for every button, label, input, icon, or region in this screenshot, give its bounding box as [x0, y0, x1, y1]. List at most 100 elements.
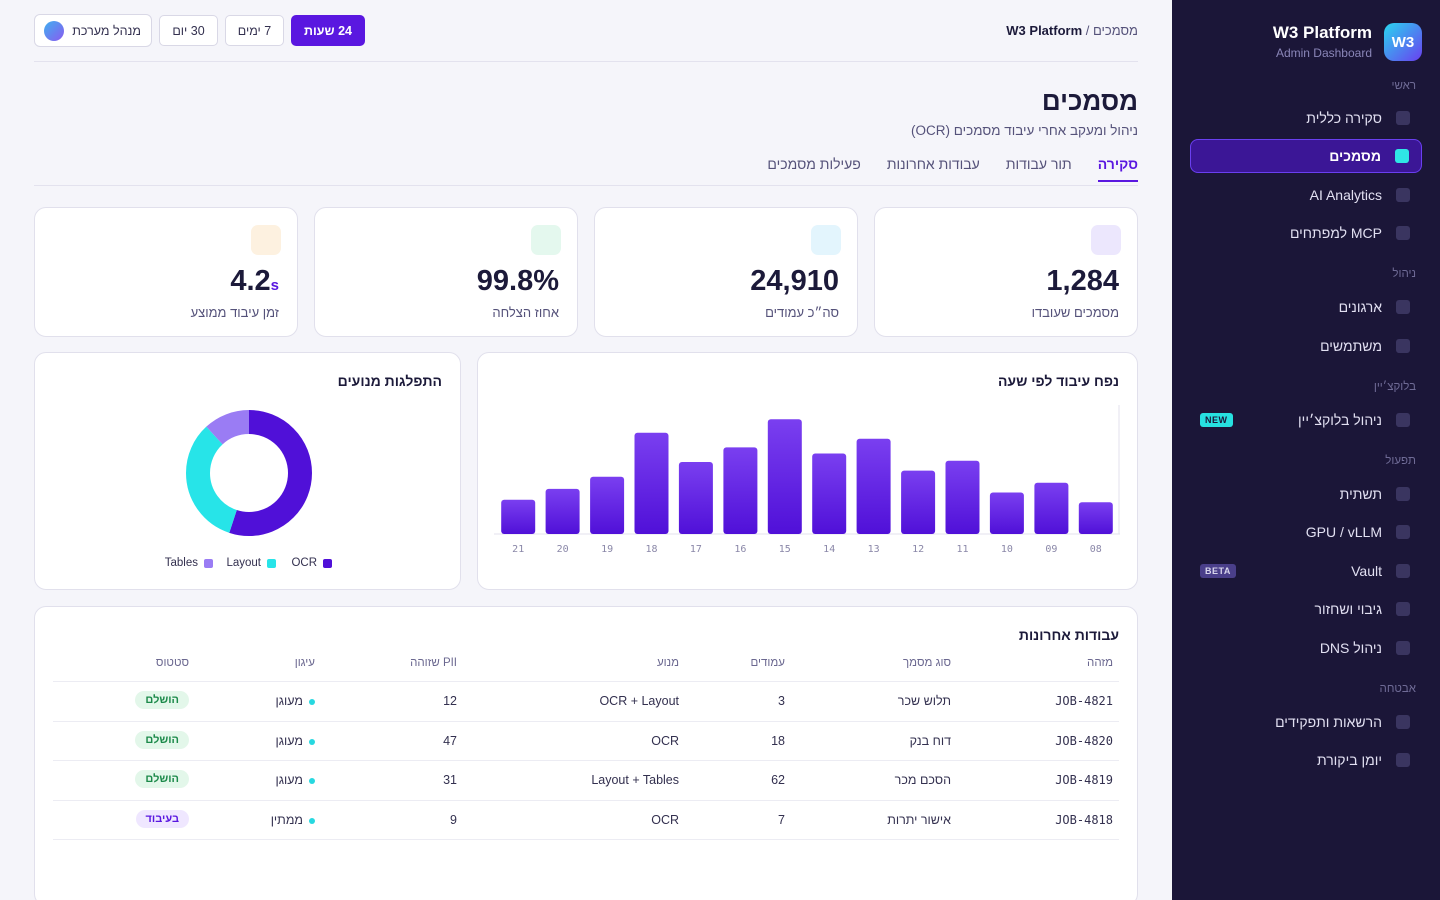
users-icon: [1396, 339, 1410, 353]
gpu-icon: [1396, 525, 1410, 539]
legend-ocr: OCR: [291, 557, 332, 569]
column-header-engine[interactable]: מנוע: [656, 657, 679, 669]
bar-09[interactable]: [1034, 482, 1069, 534]
kpi-card-success: 99.8% אחוז הצלחה: [314, 207, 578, 337]
page-count: 3: [778, 694, 785, 708]
x-tick-label: 20: [557, 544, 569, 555]
tabs-divider: [34, 185, 1138, 186]
engine: Layout + Tables: [591, 773, 679, 787]
x-tick-label: 21: [512, 544, 524, 555]
status-badge: הושלם: [135, 731, 189, 749]
pages-icon: [811, 225, 841, 255]
sidebar-item-blockchain[interactable]: ניהול בלוקצ׳יין NEW: [1190, 403, 1422, 437]
anchor-label: מעוגן: [275, 694, 303, 708]
bar-10[interactable]: [989, 492, 1024, 535]
clock-icon: [251, 225, 281, 255]
anchor-dot: [309, 738, 315, 745]
mcp-icon: [1396, 226, 1410, 240]
pii-count: 47: [443, 734, 457, 748]
bar-18[interactable]: [634, 432, 669, 534]
bar-16[interactable]: [723, 447, 758, 534]
bar-19[interactable]: [590, 476, 625, 534]
bar-12[interactable]: [901, 470, 936, 534]
donut-slice-layout[interactable]: [186, 410, 312, 536]
pii-count: 31: [443, 773, 457, 787]
sidebar-item-audit-log[interactable]: יומן ביקורת: [1190, 743, 1422, 777]
sidebar-item-vault[interactable]: Vault BETA: [1190, 554, 1422, 588]
column-header-pages[interactable]: עמודים: [750, 657, 785, 669]
column-header-id[interactable]: מזהה: [1087, 657, 1113, 669]
engine: OCR: [651, 813, 679, 827]
nav-section-security: אבטחה: [1379, 683, 1416, 695]
bar-11[interactable]: [945, 460, 980, 534]
tab-document-activity[interactable]: פעילות מסמכים: [767, 156, 861, 172]
legend-layout: Layout: [226, 557, 276, 569]
range-7d-button[interactable]: 7 ימים: [225, 15, 284, 46]
bar-14[interactable]: [812, 453, 847, 535]
bar-08[interactable]: [1078, 502, 1113, 534]
kpi-value: 24,910: [750, 265, 839, 297]
kpi-label: אחוז הצלחה: [492, 305, 559, 320]
table-row[interactable]: JOB-4819 הסכם מכר 62 Layout + Tables 31 …: [53, 760, 1119, 800]
blockchain-icon: [1396, 413, 1410, 427]
bar-20[interactable]: [545, 488, 580, 534]
column-header-pii[interactable]: PII שזוהה: [410, 657, 457, 669]
anchor-dot: [309, 698, 315, 705]
sidebar-item-label: Vault: [1351, 563, 1382, 579]
engine-distribution-title: התפלגות מנועים: [337, 373, 442, 389]
column-header-doc-type[interactable]: סוג מסמך: [903, 657, 951, 669]
bar-17[interactable]: [678, 462, 713, 534]
job-id: JOB-4818: [1055, 813, 1113, 827]
sidebar-item-documents[interactable]: מסמכים: [1190, 139, 1422, 173]
brand[interactable]: W3 W3 Platform Admin Dashboard: [1273, 23, 1422, 61]
range-24h-button[interactable]: 24 שעות: [291, 15, 365, 46]
nav-section-main: ראשי: [1391, 80, 1416, 92]
sidebar-item-label: יומן ביקורת: [1316, 752, 1382, 768]
job-id: JOB-4820: [1055, 734, 1113, 748]
anchor-label: ממתין: [270, 813, 303, 827]
engine-distribution-chart: [186, 410, 312, 536]
donut-slice-tables[interactable]: [186, 410, 312, 536]
user-menu-button[interactable]: מנהל מערכת: [34, 14, 152, 47]
tab-job-queue[interactable]: תור עבודות: [1005, 156, 1072, 172]
x-tick-label: 16: [734, 544, 746, 555]
bar-15[interactable]: [767, 419, 802, 534]
sidebar-item-mcp[interactable]: MCP למפתחים: [1190, 216, 1422, 250]
column-header-status[interactable]: סטטוס: [155, 657, 189, 669]
sidebar-item-label: גיבוי ושחזור: [1314, 601, 1382, 617]
pii-count: 9: [450, 813, 457, 827]
range-30d-button[interactable]: 30 יום: [159, 15, 218, 46]
sidebar-item-dns[interactable]: ניהול DNS: [1190, 631, 1422, 665]
breadcrumb-current: מסמכים: [1092, 23, 1138, 38]
column-header-anchor[interactable]: עיגון: [294, 657, 315, 669]
breadcrumb-root[interactable]: W3 Platform: [1006, 23, 1083, 38]
x-tick-label: 08: [1090, 544, 1102, 555]
sidebar-item-ai-analytics[interactable]: AI Analytics: [1190, 178, 1422, 212]
sidebar-item-users[interactable]: משתמשים: [1190, 329, 1422, 363]
sidebar-item-overview[interactable]: סקירה כללית: [1190, 101, 1422, 135]
nav-section-operations: תפעול: [1385, 455, 1416, 467]
table-row[interactable]: JOB-4821 תלוש שכר 3 OCR + Layout 12 מעוג…: [53, 681, 1119, 721]
table-row[interactable]: JOB-4820 דוח בנק 18 OCR 47 מעוגן הושלם: [53, 721, 1119, 761]
new-badge: NEW: [1200, 413, 1233, 427]
x-tick-label: 14: [823, 544, 835, 555]
sidebar-item-permissions[interactable]: הרשאות ותפקידים: [1190, 705, 1422, 739]
analytics-icon: [1396, 188, 1410, 202]
documents-icon: [1395, 149, 1409, 163]
table-row[interactable]: JOB-4818 אישור יתרות 7 OCR 9 ממתין בעיבו…: [53, 800, 1119, 840]
doc-type: דוח בנק: [909, 734, 951, 748]
legend-label: OCR: [291, 557, 317, 569]
status-badge: הושלם: [135, 691, 189, 709]
tab-recent-jobs[interactable]: עבודות אחרונות: [886, 156, 980, 172]
bar-13[interactable]: [856, 438, 891, 534]
sidebar-item-organizations[interactable]: ארגונים: [1190, 290, 1422, 324]
nav-section-blockchain: בלוקצ׳יין: [1373, 381, 1416, 393]
tab-overview[interactable]: סקירה: [1097, 156, 1138, 182]
x-tick-label: 18: [645, 544, 657, 555]
kpi-label: זמן עיבוד ממוצע: [190, 305, 279, 320]
anchor-label: מעוגן: [275, 734, 303, 748]
sidebar-item-backup[interactable]: גיבוי ושחזור: [1190, 592, 1422, 626]
sidebar-item-gpu[interactable]: GPU / vLLM: [1190, 515, 1422, 549]
bar-21[interactable]: [501, 499, 536, 534]
sidebar-item-infrastructure[interactable]: תשתית: [1190, 477, 1422, 511]
